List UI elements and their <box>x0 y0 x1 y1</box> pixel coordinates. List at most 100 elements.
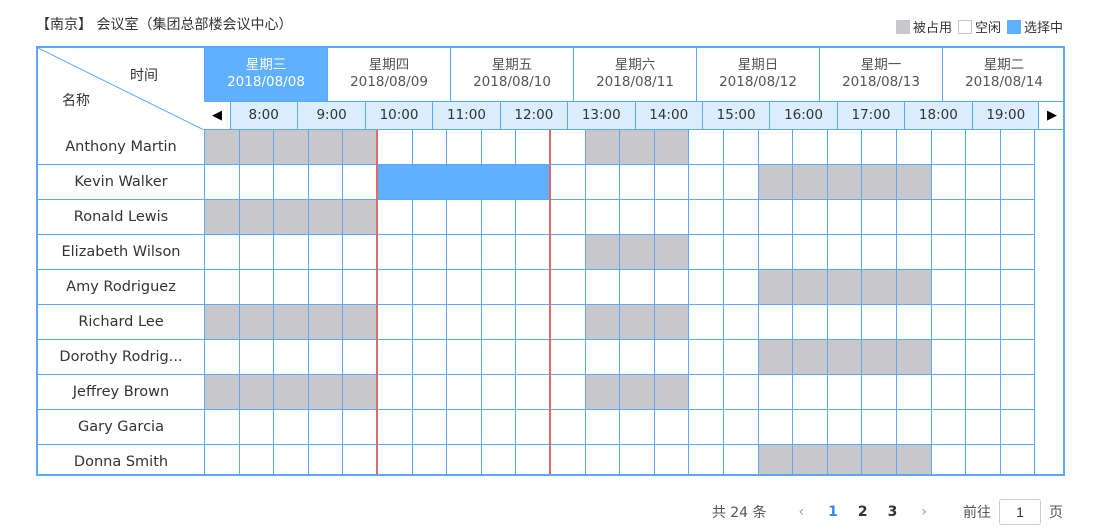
occupied-slot[interactable] <box>584 130 620 165</box>
free-slot[interactable] <box>999 445 1035 474</box>
free-slot[interactable] <box>861 410 897 445</box>
free-slot[interactable] <box>342 165 378 200</box>
free-slot[interactable] <box>480 375 516 410</box>
free-slot[interactable] <box>688 200 724 235</box>
free-slot[interactable] <box>965 375 1001 410</box>
occupied-slot[interactable] <box>792 270 828 305</box>
free-slot[interactable] <box>411 130 447 165</box>
free-slot[interactable] <box>619 445 655 474</box>
free-slot[interactable] <box>861 305 897 340</box>
free-slot[interactable] <box>411 445 447 474</box>
free-slot[interactable] <box>584 200 620 235</box>
free-slot[interactable] <box>584 410 620 445</box>
free-slot[interactable] <box>550 165 586 200</box>
day-tab[interactable]: 星期六 2018/08/11 <box>573 48 696 101</box>
occupied-slot[interactable] <box>584 375 620 410</box>
day-tab[interactable]: 星期五 2018/08/10 <box>450 48 573 101</box>
prev-time-arrow-icon[interactable]: ◀ <box>204 102 231 129</box>
free-slot[interactable] <box>999 305 1035 340</box>
occupied-slot[interactable] <box>757 165 793 200</box>
occupied-slot[interactable] <box>757 340 793 375</box>
occupied-slot[interactable] <box>861 445 897 474</box>
occupied-slot[interactable] <box>342 305 378 340</box>
free-slot[interactable] <box>550 305 586 340</box>
free-slot[interactable] <box>204 165 240 200</box>
free-slot[interactable] <box>896 375 932 410</box>
free-slot[interactable] <box>792 375 828 410</box>
occupied-slot[interactable] <box>653 375 689 410</box>
page-number[interactable]: 1 <box>828 504 838 520</box>
free-slot[interactable] <box>273 270 309 305</box>
day-tab[interactable]: 星期二 2018/08/14 <box>942 48 1063 101</box>
occupied-slot[interactable] <box>342 130 378 165</box>
free-slot[interactable] <box>965 410 1001 445</box>
free-slot[interactable] <box>861 130 897 165</box>
free-slot[interactable] <box>446 305 482 340</box>
free-slot[interactable] <box>584 445 620 474</box>
free-slot[interactable] <box>792 305 828 340</box>
free-slot[interactable] <box>965 270 1001 305</box>
free-slot[interactable] <box>550 130 586 165</box>
free-slot[interactable] <box>480 305 516 340</box>
free-slot[interactable] <box>688 305 724 340</box>
free-slot[interactable] <box>723 235 759 270</box>
page-number[interactable]: 2 <box>857 504 868 520</box>
free-slot[interactable] <box>515 340 551 375</box>
occupied-slot[interactable] <box>238 375 274 410</box>
free-slot[interactable] <box>723 410 759 445</box>
free-slot[interactable] <box>826 375 862 410</box>
free-slot[interactable] <box>999 410 1035 445</box>
occupied-slot[interactable] <box>204 130 240 165</box>
free-slot[interactable] <box>896 130 932 165</box>
free-slot[interactable] <box>204 235 240 270</box>
free-slot[interactable] <box>273 165 309 200</box>
free-slot[interactable] <box>930 165 966 200</box>
occupied-slot[interactable] <box>896 270 932 305</box>
occupied-slot[interactable] <box>584 305 620 340</box>
free-slot[interactable] <box>550 235 586 270</box>
occupied-slot[interactable] <box>861 340 897 375</box>
free-slot[interactable] <box>307 165 343 200</box>
occupied-slot[interactable] <box>307 130 343 165</box>
free-slot[interactable] <box>930 410 966 445</box>
free-slot[interactable] <box>653 200 689 235</box>
free-slot[interactable] <box>515 410 551 445</box>
free-slot[interactable] <box>965 130 1001 165</box>
free-slot[interactable] <box>965 235 1001 270</box>
free-slot[interactable] <box>999 200 1035 235</box>
free-slot[interactable] <box>446 375 482 410</box>
free-slot[interactable] <box>688 340 724 375</box>
occupied-slot[interactable] <box>584 235 620 270</box>
free-slot[interactable] <box>584 340 620 375</box>
free-slot[interactable] <box>515 235 551 270</box>
free-slot[interactable] <box>550 200 586 235</box>
occupied-slot[interactable] <box>861 270 897 305</box>
free-slot[interactable] <box>999 235 1035 270</box>
free-slot[interactable] <box>965 200 1001 235</box>
free-slot[interactable] <box>896 200 932 235</box>
free-slot[interactable] <box>965 305 1001 340</box>
occupied-slot[interactable] <box>757 270 793 305</box>
free-slot[interactable] <box>930 305 966 340</box>
occupied-slot[interactable] <box>307 200 343 235</box>
free-slot[interactable] <box>965 165 1001 200</box>
occupied-slot[interactable] <box>204 305 240 340</box>
free-slot[interactable] <box>861 375 897 410</box>
free-slot[interactable] <box>446 130 482 165</box>
free-slot[interactable] <box>619 410 655 445</box>
free-slot[interactable] <box>204 270 240 305</box>
free-slot[interactable] <box>999 340 1035 375</box>
free-slot[interactable] <box>411 410 447 445</box>
free-slot[interactable] <box>861 235 897 270</box>
free-slot[interactable] <box>480 200 516 235</box>
free-slot[interactable] <box>446 235 482 270</box>
occupied-slot[interactable] <box>757 445 793 474</box>
occupied-slot[interactable] <box>238 130 274 165</box>
free-slot[interactable] <box>550 375 586 410</box>
free-slot[interactable] <box>480 270 516 305</box>
free-slot[interactable] <box>792 130 828 165</box>
free-slot[interactable] <box>342 410 378 445</box>
free-slot[interactable] <box>446 410 482 445</box>
free-slot[interactable] <box>930 235 966 270</box>
free-slot[interactable] <box>377 200 413 235</box>
